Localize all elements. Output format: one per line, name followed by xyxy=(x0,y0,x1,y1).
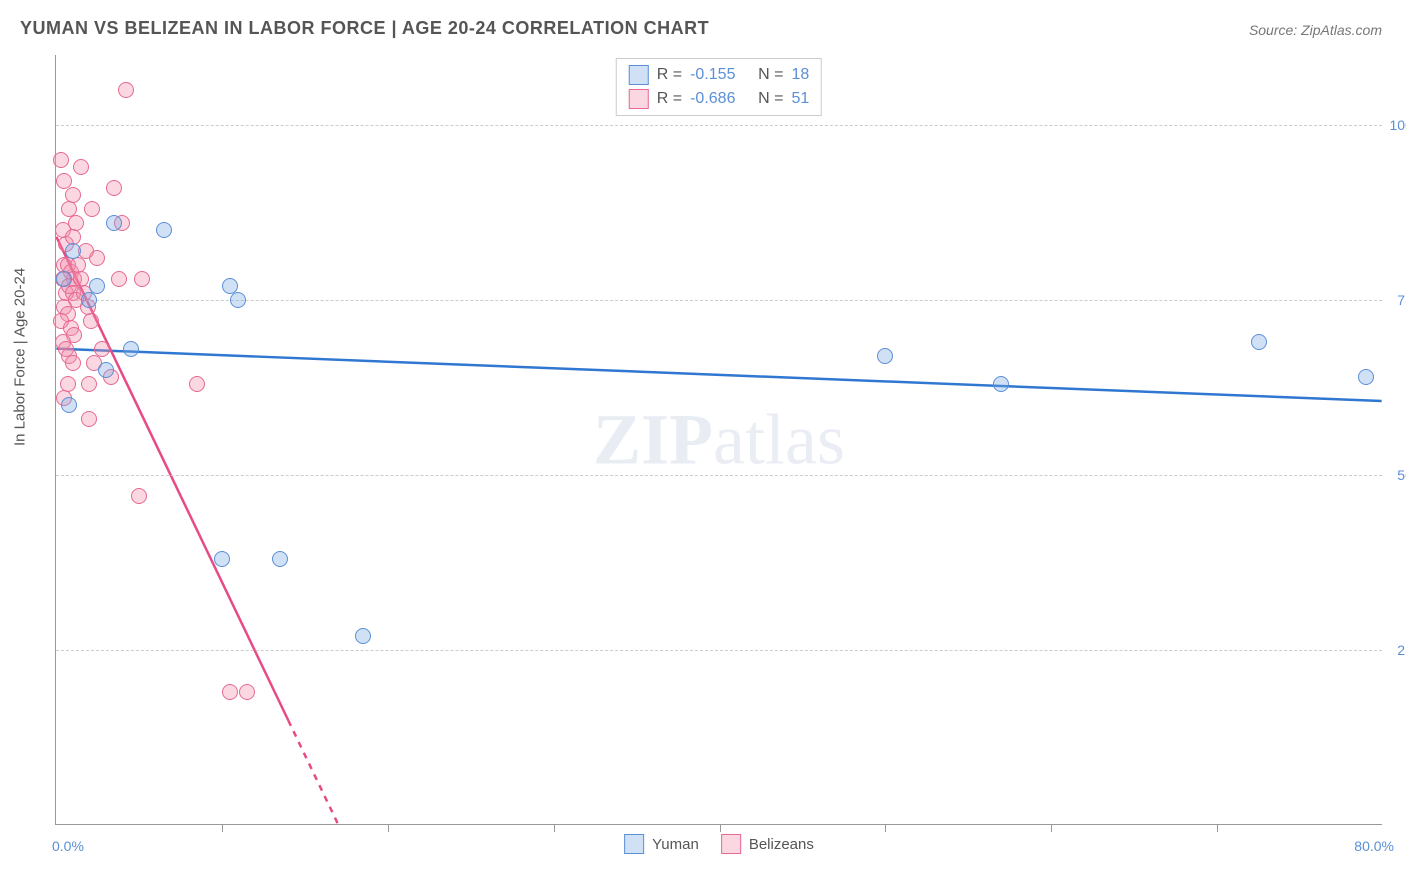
data-point xyxy=(222,684,238,700)
chart-title: YUMAN VS BELIZEAN IN LABOR FORCE | AGE 2… xyxy=(20,18,709,39)
data-point xyxy=(189,376,205,392)
data-point xyxy=(239,684,255,700)
data-point xyxy=(98,362,114,378)
data-point xyxy=(65,355,81,371)
x-tick xyxy=(222,824,223,832)
legend-n-label: N = xyxy=(758,66,783,84)
legend-r-label: R = xyxy=(657,90,682,108)
watermark-thin: atlas xyxy=(713,399,845,479)
data-point xyxy=(1358,369,1374,385)
data-point xyxy=(106,215,122,231)
legend-n-label: N = xyxy=(758,90,783,108)
gridline xyxy=(56,650,1382,651)
data-point xyxy=(156,222,172,238)
data-point xyxy=(81,376,97,392)
data-point xyxy=(56,271,72,287)
x-tick xyxy=(1051,824,1052,832)
data-point xyxy=(1251,334,1267,350)
legend-series-item: Belizeans xyxy=(721,834,814,854)
data-point xyxy=(94,341,110,357)
data-point xyxy=(84,201,100,217)
legend-series: Yuman Belizeans xyxy=(624,834,814,854)
x-end-label: 80.0% xyxy=(1354,838,1394,854)
data-point xyxy=(272,551,288,567)
data-point xyxy=(118,82,134,98)
legend-stat-row: R = -0.155 N = 18 xyxy=(629,63,809,87)
data-point xyxy=(355,628,371,644)
plot-area: ZIPatlas R = -0.155 N = 18 R = -0.686 N = 5… xyxy=(55,55,1382,825)
data-point xyxy=(89,278,105,294)
legend-r-value: -0.155 xyxy=(690,66,750,84)
x-origin-label: 0.0% xyxy=(52,838,84,854)
gridline xyxy=(56,125,1382,126)
x-tick xyxy=(554,824,555,832)
gridline xyxy=(56,475,1382,476)
legend-r-value: -0.686 xyxy=(690,90,750,108)
legend-series-item: Yuman xyxy=(624,834,699,854)
data-point xyxy=(214,551,230,567)
watermark: ZIPatlas xyxy=(593,398,845,481)
x-tick xyxy=(885,824,886,832)
data-point xyxy=(134,271,150,287)
legend-stats: R = -0.155 N = 18 R = -0.686 N = 51 xyxy=(616,58,822,116)
legend-swatch xyxy=(629,89,649,109)
legend-series-label: Yuman xyxy=(652,836,699,853)
data-point xyxy=(230,292,246,308)
legend-swatch xyxy=(624,834,644,854)
data-point xyxy=(65,243,81,259)
watermark-bold: ZIP xyxy=(593,399,713,479)
data-point xyxy=(131,488,147,504)
x-tick xyxy=(388,824,389,832)
data-point xyxy=(106,180,122,196)
data-point xyxy=(53,152,69,168)
legend-stat-row: R = -0.686 N = 51 xyxy=(629,87,809,111)
x-tick xyxy=(720,824,721,832)
legend-swatch xyxy=(721,834,741,854)
gridline xyxy=(56,300,1382,301)
y-axis-title: In Labor Force | Age 20-24 xyxy=(12,268,29,446)
data-point xyxy=(111,271,127,287)
y-tick-label: 100.0% xyxy=(1390,117,1406,133)
data-point xyxy=(81,411,97,427)
y-tick-label: 75.0% xyxy=(1397,292,1406,308)
y-tick-label: 25.0% xyxy=(1397,642,1406,658)
source-label: Source: ZipAtlas.com xyxy=(1249,22,1382,38)
legend-series-label: Belizeans xyxy=(749,836,814,853)
y-tick-label: 50.0% xyxy=(1397,467,1406,483)
data-point xyxy=(73,159,89,175)
legend-n-value: 18 xyxy=(791,66,809,84)
data-point xyxy=(123,341,139,357)
legend-n-value: 51 xyxy=(791,90,809,108)
data-point xyxy=(83,313,99,329)
data-point xyxy=(993,376,1009,392)
data-point xyxy=(65,187,81,203)
x-tick xyxy=(1217,824,1218,832)
data-point xyxy=(877,348,893,364)
legend-swatch xyxy=(629,65,649,85)
data-point xyxy=(81,292,97,308)
legend-r-label: R = xyxy=(657,66,682,84)
data-point xyxy=(61,397,77,413)
